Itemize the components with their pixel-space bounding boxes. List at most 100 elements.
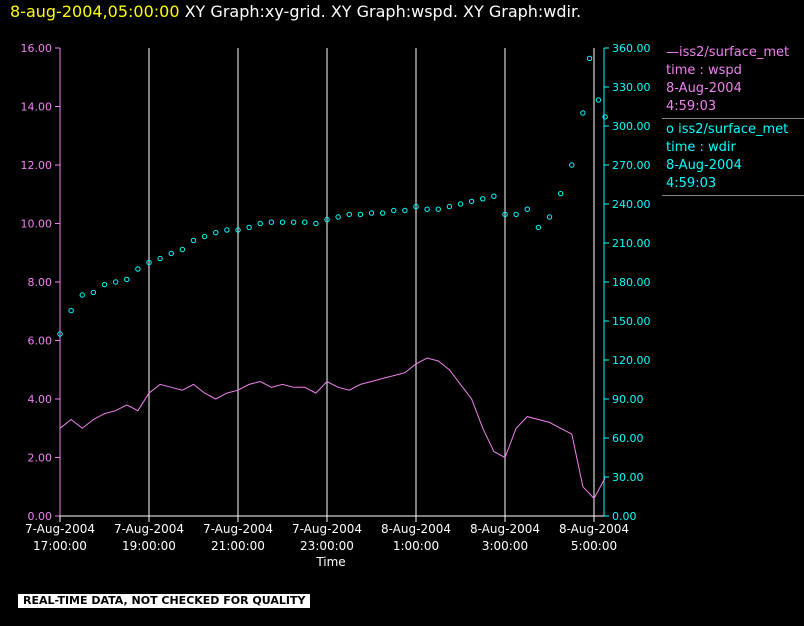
series-wdir-point — [602, 114, 608, 120]
legend-time: 4:59:03 — [666, 99, 717, 114]
series-wdir-point — [290, 219, 297, 225]
series-wdir-point — [595, 97, 602, 103]
series-wdir-point — [157, 255, 163, 262]
x-tick-time: 21:00:00 — [211, 539, 265, 553]
series-wdir-point — [557, 190, 564, 197]
x-tick-time: 19:00:00 — [122, 539, 176, 553]
graph-titles: XY Graph:xy-grid. XY Graph:wspd. XY Grap… — [184, 2, 582, 21]
right-tick-label: 330.00 — [612, 81, 651, 94]
x-tick-time: 5:00:00 — [571, 539, 617, 553]
series-wdir-point — [569, 162, 575, 168]
quality-notice: REAL-TIME DATA, NOT CHECKED FOR QUALITY — [18, 594, 311, 608]
legend-marker-line: — — [666, 45, 679, 60]
series-wdir-point — [524, 206, 530, 212]
right-axis-ticks: 0.00 30.00 60.00 90.00 120.00 150.00 180.00 210… — [604, 42, 651, 523]
left-tick-label: 8.00 — [28, 276, 53, 289]
right-tick-label: 0.00 — [612, 510, 637, 523]
series-wdir-point — [586, 55, 593, 62]
right-tick-label: 270.00 — [612, 159, 651, 172]
legend-variable: time : wdir — [666, 140, 736, 155]
legend-series-name: iss2/surface_met — [679, 45, 790, 60]
legend-series-name: iss2/surface_met — [678, 122, 789, 137]
series — [57, 55, 608, 500]
right-tick-label: 180.00 — [612, 276, 651, 289]
x-axis-label: Time — [315, 555, 345, 569]
series-wdir-point — [424, 206, 430, 212]
series-wdir-point — [190, 237, 197, 244]
right-tick-label: 90.00 — [612, 393, 644, 406]
right-tick-label: 210.00 — [612, 237, 651, 250]
x-tick-date: 7-Aug-2004 — [292, 522, 362, 536]
right-tick-label: 120.00 — [612, 354, 651, 367]
series-wdir-point — [368, 210, 375, 216]
left-tick-label: 16.00 — [21, 42, 53, 55]
series-wdir-point — [235, 227, 241, 233]
x-tick-date: 8-Aug-2004 — [559, 522, 629, 536]
right-tick-label: 30.00 — [612, 471, 644, 484]
series-wdir-point — [112, 279, 119, 285]
series-wdir-point — [413, 203, 419, 210]
series-wdir-point — [79, 292, 85, 298]
left-tick-label: 14.00 — [21, 101, 53, 114]
series-wdir-point — [179, 246, 186, 253]
legend-marker-circle: o — [666, 122, 674, 137]
grid — [148, 48, 595, 516]
series-wspd-line — [59, 357, 606, 500]
series-wdir-point — [580, 110, 586, 116]
left-tick-label: 10.00 — [21, 218, 53, 231]
series-wdir-point — [146, 259, 152, 266]
series-wdir-point — [357, 211, 364, 218]
series-wdir-point — [335, 214, 341, 220]
legend-entry-wspd: —iss2/surface_met time : wspd 8-Aug-2004… — [662, 44, 804, 119]
series-wdir-point — [535, 224, 542, 231]
right-tick-label: 150.00 — [612, 315, 651, 328]
left-tick-label: 6.00 — [28, 335, 53, 348]
series-wdir-point — [246, 224, 252, 231]
left-tick-label: 2.00 — [28, 452, 53, 465]
series-wdir-point — [468, 198, 475, 205]
series-wdir-point — [313, 220, 319, 227]
left-tick-label: 12.00 — [21, 159, 53, 172]
axes — [59, 48, 605, 517]
series-wdir-point — [402, 207, 408, 214]
left-tick-label: 0.00 — [28, 510, 53, 523]
x-tick-time: 3:00:00 — [482, 539, 528, 553]
series-wdir-point — [90, 289, 97, 296]
series-wdir-point — [168, 250, 174, 257]
series-wdir-point — [513, 211, 519, 218]
series-wdir-point — [57, 331, 63, 337]
right-tick-label: 240.00 — [612, 198, 651, 211]
legend-date: 8-Aug-2004 — [666, 158, 742, 173]
x-tick-date: 8-Aug-2004 — [470, 522, 540, 536]
legend: —iss2/surface_met time : wspd 8-Aug-2004… — [662, 44, 804, 198]
series-wdir-point — [124, 276, 130, 283]
series-wdir-point — [201, 233, 208, 240]
legend-entry-wdir: o iss2/surface_met time : wdir 8-Aug-200… — [662, 121, 804, 196]
x-tick-time: 17:00:00 — [33, 539, 87, 553]
series-wdir-point — [457, 201, 464, 207]
series-wdir-point — [379, 210, 386, 216]
right-tick-label: 300.00 — [612, 120, 651, 133]
legend-date: 8-Aug-2004 — [666, 81, 742, 96]
x-tick-time: 23:00:00 — [300, 539, 354, 553]
series-wdir-point — [446, 203, 453, 210]
series-wdir-point — [224, 227, 230, 233]
x-tick-time: 1:00:00 — [393, 539, 439, 553]
series-wdir-point — [480, 196, 486, 202]
series-wdir-point — [68, 307, 74, 314]
series-wdir-point — [391, 207, 397, 214]
series-wdir-point — [257, 220, 263, 227]
x-tick-date: 7-Aug-2004 — [114, 522, 184, 536]
timestamp: 8-aug-2004,05:00:00 — [10, 2, 180, 21]
series-wdir-point — [346, 211, 352, 218]
x-tick-date: 8-Aug-2004 — [381, 522, 451, 536]
right-tick-label: 60.00 — [612, 432, 644, 445]
x-axis-ticks: 7-Aug-2004 17:00:00 7-Aug-2004 19:00:00 7-Au… — [25, 516, 629, 553]
series-wdir-point — [135, 266, 141, 272]
x-tick-date: 7-Aug-2004 — [25, 522, 95, 536]
series-wdir-point — [502, 211, 508, 218]
series-wdir-point — [491, 193, 497, 199]
legend-variable: time : wspd — [666, 63, 742, 78]
x-tick-date: 7-Aug-2004 — [203, 522, 273, 536]
